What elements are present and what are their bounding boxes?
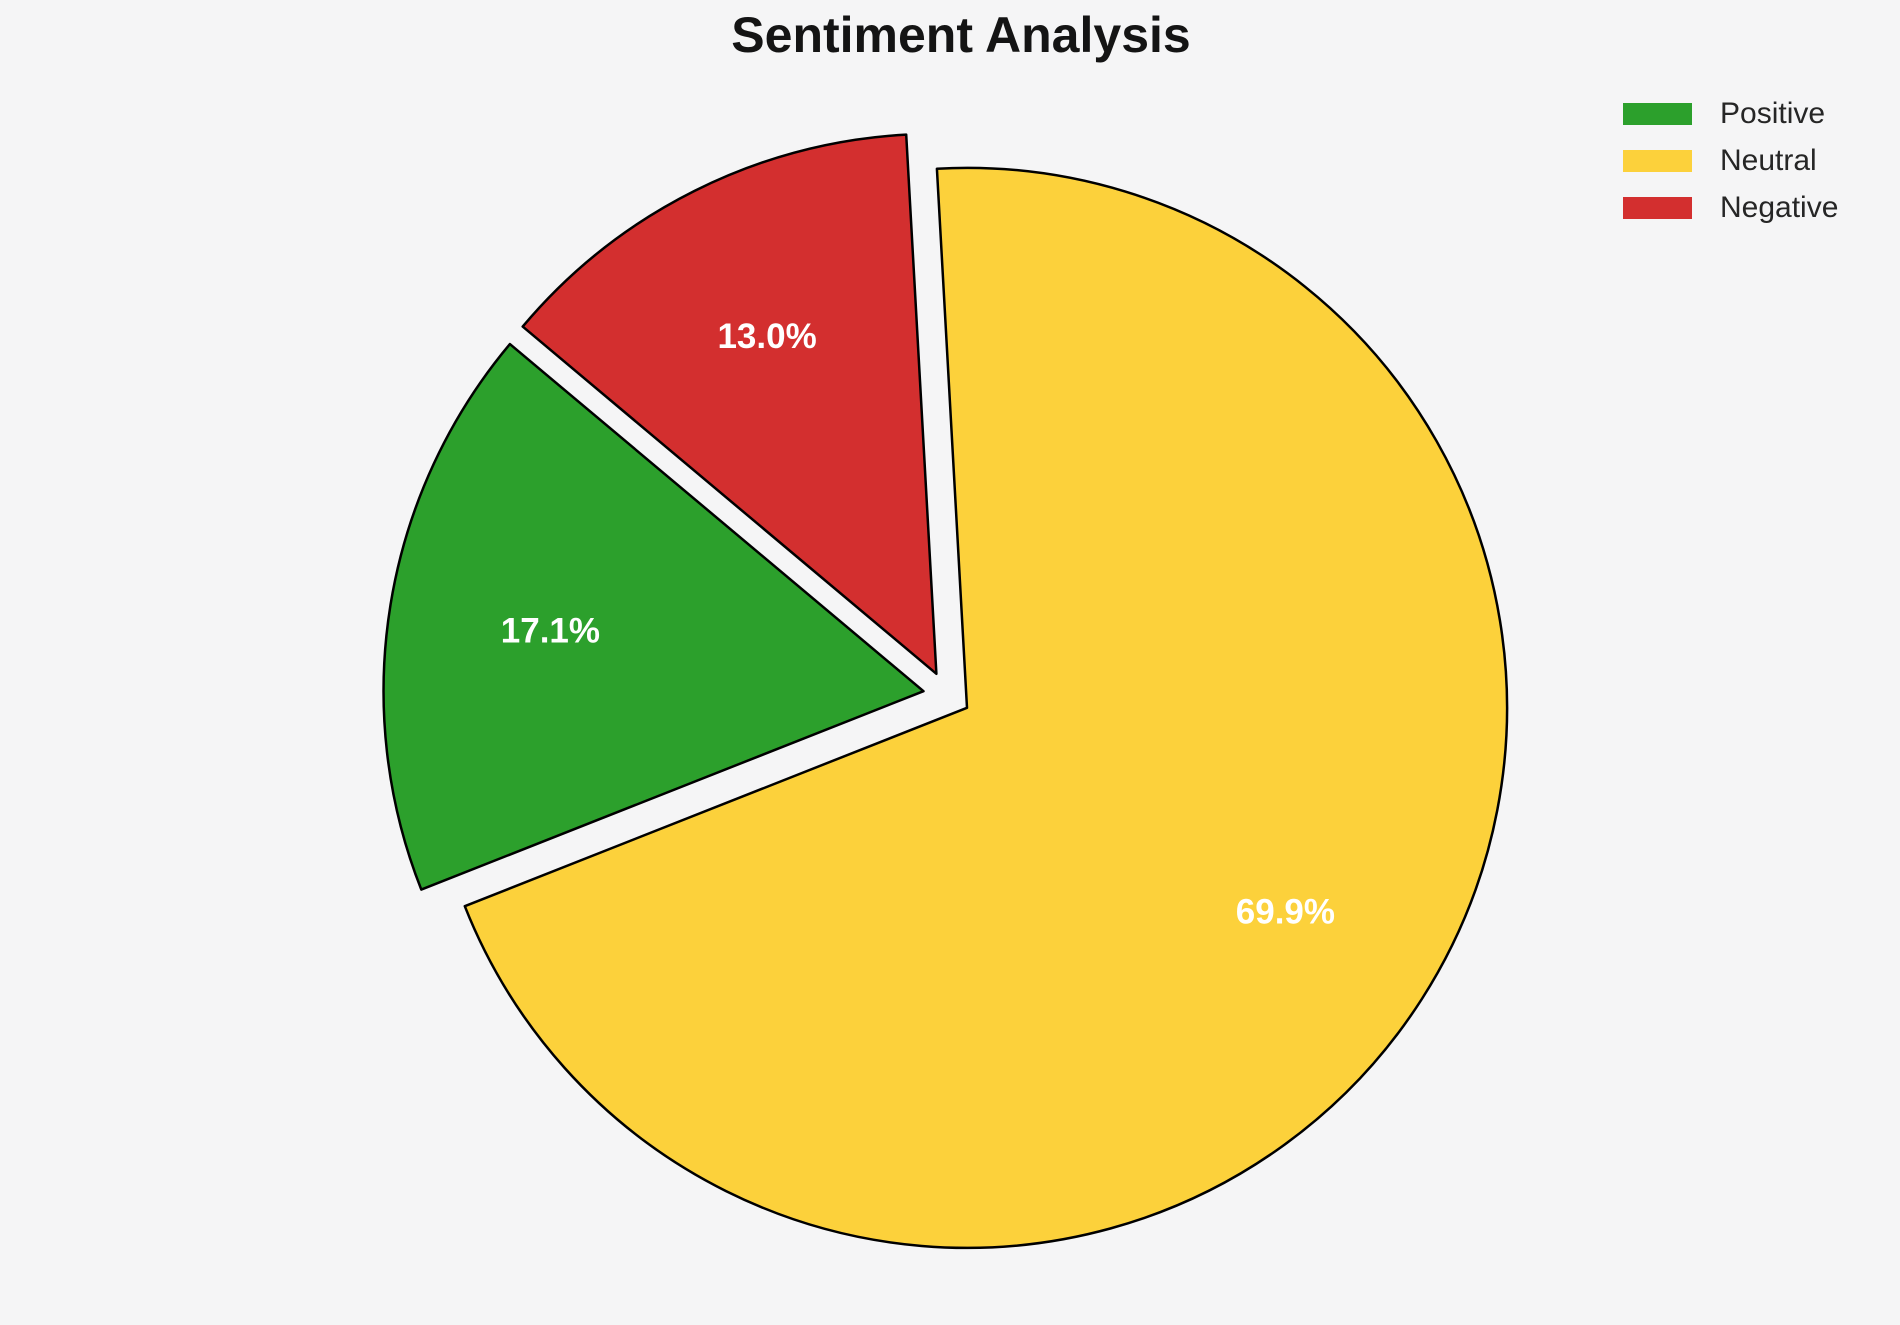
pie-slice-positive: [382, 342, 925, 891]
legend-item-negative: Negative: [1623, 193, 1838, 223]
legend-label-negative: Negative: [1720, 191, 1839, 224]
legend-swatch-neutral: [1623, 150, 1692, 172]
legend-label-positive: Positive: [1720, 97, 1826, 130]
legend-swatch-negative: [1623, 197, 1692, 219]
legend: Positive Neutral Negative: [1623, 99, 1838, 244]
legend-item-positive: Positive: [1623, 99, 1838, 129]
pie-pct-label-neutral: 69.9%: [1236, 893, 1335, 932]
pie-pct-label-negative: 13.0%: [717, 317, 816, 356]
legend-label-neutral: Neutral: [1720, 144, 1817, 177]
pie-slice-neutral: [463, 166, 1509, 1250]
legend-swatch-positive: [1623, 103, 1692, 125]
pie-pct-label-positive: 17.1%: [501, 612, 600, 651]
legend-item-neutral: Neutral: [1623, 146, 1838, 176]
chart-title: Sentiment Analysis: [731, 7, 1191, 63]
pie-slice-negative: [521, 133, 938, 676]
